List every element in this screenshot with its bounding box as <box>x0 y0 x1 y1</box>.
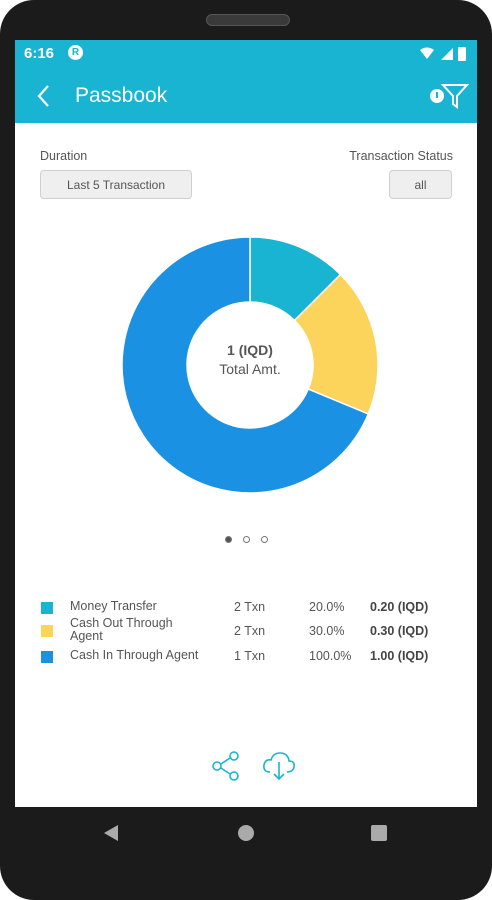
page-indicator <box>223 535 273 545</box>
legend-amount: 0.20 (IQD) <box>370 600 429 614</box>
total-amount: 1 (IQD) <box>227 342 273 358</box>
status-icons <box>419 46 469 67</box>
page-dot[interactable] <box>261 536 268 543</box>
nav-home-icon[interactable] <box>238 825 254 841</box>
page-dot-active[interactable] <box>225 536 232 543</box>
legend-name: Money Transfer <box>70 599 157 613</box>
app-bar: Passbook <box>15 68 477 123</box>
app-notification-icon: R <box>68 45 83 60</box>
chart-center: 1 (IQD) Total Amt. <box>119 342 381 377</box>
phone-speaker <box>206 14 290 26</box>
back-arrow-icon[interactable] <box>33 82 57 110</box>
legend-swatch <box>41 651 53 663</box>
cloud-download-icon[interactable] <box>262 750 296 782</box>
legend-row: Cash Out Through Agent 2 Txn 30.0% 0.30 … <box>39 617 439 645</box>
legend-txn: 2 Txn <box>234 624 266 638</box>
legend-swatch <box>41 625 53 637</box>
android-nav-bar <box>104 825 387 841</box>
transaction-status-dropdown[interactable]: all <box>389 170 452 199</box>
legend-amount: 1.00 (IQD) <box>370 649 429 663</box>
legend-swatch <box>41 602 53 614</box>
legend-name: Cash Out Through Agent <box>70 616 173 643</box>
nav-back-icon[interactable] <box>104 825 118 841</box>
donut-chart[interactable] <box>119 234 381 496</box>
legend-percent: 30.0% <box>309 624 345 638</box>
legend-txn: 2 Txn <box>234 600 266 614</box>
share-icon[interactable] <box>211 750 241 782</box>
legend-percent: 20.0% <box>309 600 345 614</box>
legend-name: Cash In Through Agent <box>70 648 199 662</box>
filter-icon[interactable] <box>427 80 469 110</box>
wifi-icon <box>420 47 466 61</box>
legend-amount: 0.30 (IQD) <box>370 624 429 638</box>
page-title: Passbook <box>75 84 168 107</box>
legend-row: Money Transfer 2 Txn 20.0% 0.20 (IQD) <box>39 598 439 622</box>
screen: 6:16 R Passbook Duration <box>15 40 477 807</box>
donut-slice-cash-in-through-agent[interactable] <box>121 236 370 494</box>
legend-percent: 100.0% <box>309 649 352 663</box>
legend-row: Cash In Through Agent 1 Txn 100.0% 1.00 … <box>39 647 439 671</box>
total-amount-label: Total Amt. <box>219 361 281 377</box>
duration-dropdown[interactable]: Last 5 Transaction <box>40 170 192 199</box>
page-dot[interactable] <box>243 536 250 543</box>
transaction-status-label: Transaction Status <box>349 149 453 163</box>
legend-txn: 1 Txn <box>234 649 266 663</box>
status-time: 6:16 <box>24 45 55 62</box>
status-bar: 6:16 R <box>15 40 477 68</box>
nav-recents-icon[interactable] <box>371 825 387 841</box>
duration-label: Duration <box>40 149 88 163</box>
